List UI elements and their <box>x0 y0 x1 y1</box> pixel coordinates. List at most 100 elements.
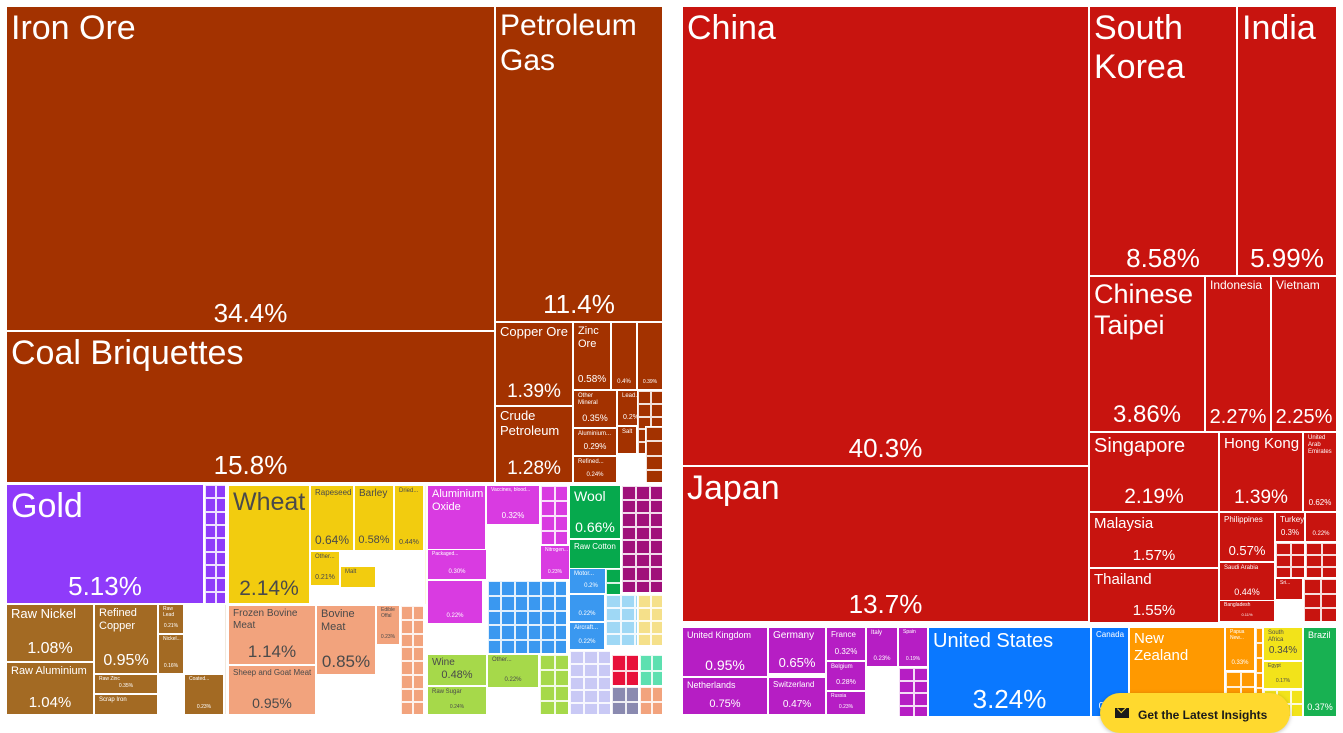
treemap-cell-south-africa[interactable]: South Africa 0.34% <box>1263 627 1303 661</box>
treemap-cell-edible-offal[interactable]: Edible Offal 0.23% <box>376 605 400 645</box>
treemap-minor-cell[interactable] <box>539 654 569 715</box>
treemap-cell-gold[interactable]: Gold 5.13% <box>6 484 204 604</box>
treemap-cell-malt[interactable]: Malt <box>340 566 376 588</box>
treemap-cell-label: Petroleum Gas <box>500 9 637 77</box>
treemap-cell-italy[interactable]: Italy 0.23% <box>866 627 898 667</box>
treemap-cell-packaged[interactable]: Packaged... 0.30% <box>427 549 487 580</box>
treemap-cell-wheat[interactable]: Wheat 2.14% <box>228 485 310 604</box>
treemap-cell-thailand[interactable]: Thailand 1.55% <box>1089 568 1219 623</box>
treemap-cell-copper-ore[interactable]: Copper Ore 1.39% <box>495 322 573 406</box>
treemap-cell-philippines[interactable]: Philippines 0.57% <box>1219 512 1275 562</box>
treemap-cell-raw-sugar[interactable]: Raw Sugar 0.24% <box>427 686 487 715</box>
treemap-cell-hong-kong[interactable]: Hong Kong 1.39% <box>1219 432 1303 512</box>
treemap-cell-belgium[interactable]: Belgium 0.28% <box>826 661 866 691</box>
treemap-cell-raw-aluminium[interactable]: Raw Aluminium 1.04% <box>6 662 94 715</box>
treemap-minor-cell[interactable] <box>639 654 663 686</box>
treemap-cell-nickel[interactable]: Nickel... 0.16% <box>158 634 184 674</box>
treemap-minor-cell[interactable] <box>1305 542 1337 578</box>
treemap-cell-brazil[interactable]: Brazil 0.37% <box>1303 627 1337 717</box>
treemap-cell-raw-lead[interactable]: Raw Lead 0.21% <box>158 604 184 634</box>
treemap-cell-scrap-iron[interactable]: Scrap Iron <box>94 694 158 715</box>
treemap-tile <box>541 516 555 531</box>
treemap-cell-refined[interactable]: Refined... 0.24% <box>573 456 617 483</box>
treemap-cell-raw-zinc[interactable]: Raw Zinc 0.35% <box>94 674 158 694</box>
treemap-cell-bangladesh[interactable]: Bangladesh 0.11% <box>1219 600 1275 622</box>
treemap-cell-other[interactable]: Other... 0.22% <box>487 654 539 688</box>
treemap-cell-wine[interactable]: Wine 0.48% <box>427 654 487 686</box>
treemap-cell-other[interactable]: Other... 0.21% <box>310 551 340 586</box>
treemap-cell-malaysia[interactable]: Malaysia 1.57% <box>1089 512 1219 568</box>
treemap-cell-petroleum-gas[interactable]: Petroleum Gas 11.4% <box>495 6 663 322</box>
treemap-cell-indonesia[interactable]: Indonesia 2.27% <box>1205 276 1271 432</box>
treemap-minor-cell[interactable] <box>1275 542 1305 578</box>
treemap-cell-india[interactable]: India 5.99% <box>1237 6 1337 276</box>
treemap-cell-netherlands[interactable]: Netherlands 0.75% <box>682 677 768 715</box>
treemap-cell-refined-copper[interactable]: Refined Copper 0.95% <box>94 604 158 674</box>
treemap-cell-coated[interactable]: Coated... 0.23% <box>184 674 224 715</box>
treemap-cell-singapore[interactable]: Singapore 2.19% <box>1089 432 1219 512</box>
treemap-cell-japan[interactable]: Japan 13.7% <box>682 466 1089 622</box>
treemap-cell-iron-ore[interactable]: Iron Ore 34.4% <box>6 6 495 331</box>
treemap-cell-aircraft[interactable]: Aircraft... 0.22% <box>569 622 605 650</box>
treemap-cell-united-arab-emirates[interactable]: United Arab Emirates 0.62% <box>1303 432 1337 512</box>
treemap-cell-sheep-and-goat-meat[interactable]: Sheep and Goat Meat 0.95% <box>228 665 316 715</box>
treemap-tile <box>541 486 555 501</box>
treemap-cell-papua-new[interactable]: Papua New... 0.33% <box>1225 627 1255 671</box>
treemap-minor-cell[interactable] <box>611 686 639 715</box>
treemap-cell-salt[interactable]: Salt <box>617 426 637 454</box>
treemap-cell-sri[interactable]: Sri... <box>1275 578 1303 600</box>
treemap-cell-turkey[interactable]: Turkey 0.3% <box>1275 512 1305 542</box>
treemap-cell-zinc-ore[interactable]: Zinc Ore 0.58% <box>573 322 611 390</box>
treemap-cell-egypt[interactable]: Egypt 0.17% <box>1263 661 1303 689</box>
treemap-cell-item-36[interactable]: 0.22% <box>427 580 483 624</box>
treemap-minor-cell[interactable] <box>639 686 663 715</box>
treemap-cell-united-states[interactable]: United States 3.24% <box>928 627 1091 717</box>
treemap-cell-item-39[interactable]: 0.22% <box>569 594 605 622</box>
treemap-cell-wool[interactable]: Wool 0.66% <box>569 485 621 539</box>
treemap-cell-barley[interactable]: Barley 0.58% <box>354 485 394 551</box>
treemap-minor-cell[interactable] <box>898 667 928 717</box>
treemap-cell-item-14[interactable]: 0.22% <box>1305 512 1337 542</box>
latest-insights-button[interactable]: Get the Latest Insights <box>1100 693 1290 733</box>
treemap-cell-russia[interactable]: Russia 0.23% <box>826 691 866 715</box>
treemap-minor-cell[interactable] <box>645 426 663 483</box>
treemap-minor-cell[interactable] <box>1303 578 1337 622</box>
treemap-cell-nitrogen[interactable]: Nitrogen... 0.23% <box>540 545 570 580</box>
treemap-charts: Iron Ore 34.4% Coal Briquettes 15.8% Petrole… <box>6 6 1337 717</box>
treemap-cell-china[interactable]: China 40.3% <box>682 6 1089 466</box>
treemap-cell-value: 34.4% <box>213 298 288 328</box>
treemap-minor-cell[interactable] <box>204 484 226 604</box>
treemap-cell-rapeseed[interactable]: Rapeseed 0.64% <box>310 485 354 551</box>
treemap-tile <box>899 680 914 693</box>
treemap-minor-cell[interactable] <box>637 594 663 646</box>
treemap-cell-aluminium[interactable]: Aluminium... 0.29% <box>573 428 617 456</box>
treemap-minor-cell[interactable] <box>424 485 427 605</box>
treemap-minor-cell[interactable] <box>487 580 567 654</box>
treemap-minor-cell[interactable] <box>569 650 611 715</box>
treemap-tile <box>501 640 515 653</box>
treemap-cell-raw-nickel[interactable]: Raw Nickel 1.08% <box>6 604 94 662</box>
treemap-cell-item-9[interactable]: 0.4% <box>611 322 637 390</box>
treemap-minor-cell[interactable] <box>611 654 639 686</box>
treemap-cell-coal-briquettes[interactable]: Coal Briquettes 15.8% <box>6 331 495 483</box>
treemap-cell-vaccines-blood[interactable]: Vaccines, blood... 0.32% <box>486 485 540 525</box>
treemap-cell-saudi-arabia[interactable]: Saudi Arabia 0.44% <box>1219 562 1275 602</box>
treemap-cell-united-kingdom[interactable]: United Kingdom 0.95% <box>682 627 768 677</box>
treemap-cell-chinese-taipei[interactable]: Chinese Taipei 3.86% <box>1089 276 1205 432</box>
treemap-cell-frozen-bovine-meat[interactable]: Frozen Bovine Meat 1.14% <box>228 605 316 665</box>
treemap-cell-item-10[interactable]: 0.39% <box>637 322 663 390</box>
treemap-cell-france[interactable]: France 0.32% <box>826 627 866 661</box>
treemap-cell-vietnam[interactable]: Vietnam 2.25% <box>1271 276 1337 432</box>
treemap-cell-germany[interactable]: Germany 0.65% <box>768 627 826 674</box>
treemap-cell-dried[interactable]: Dried... 0.44% <box>394 485 424 551</box>
treemap-cell-spain[interactable]: Spain 0.19% <box>898 627 928 667</box>
treemap-cell-crude-petroleum[interactable]: Crude Petroleum 1.28% <box>495 406 573 483</box>
treemap-cell-bovine-meat[interactable]: Bovine Meat 0.85% <box>316 605 376 675</box>
treemap-cell-south-korea[interactable]: South Korea 8.58% <box>1089 6 1237 276</box>
treemap-cell-switzerland[interactable]: Switzerland 0.47% <box>768 677 826 715</box>
treemap-minor-cell[interactable] <box>400 605 424 715</box>
treemap-minor-cell[interactable] <box>540 485 568 545</box>
treemap-minor-cell[interactable] <box>224 604 227 715</box>
treemap-cell-other-mineral[interactable]: Other Mineral 0.35% <box>573 390 617 428</box>
treemap-minor-cell[interactable] <box>621 485 663 593</box>
